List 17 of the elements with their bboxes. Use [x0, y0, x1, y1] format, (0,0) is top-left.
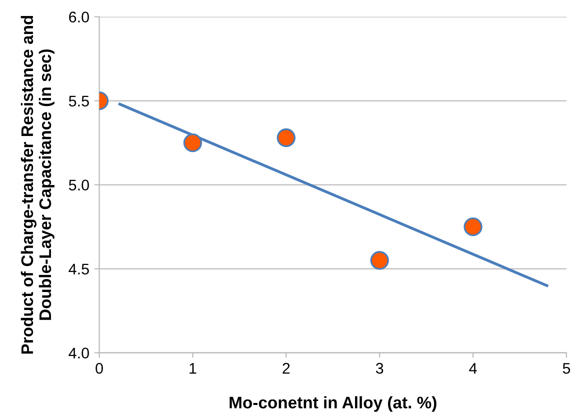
y-axis-title: Product of Charge-transfer Resistance and Double-Layer Capacitance (in sec) [20, 16, 54, 354]
x-tick-label: 2 [282, 362, 290, 374]
point [370, 251, 389, 270]
x-tick-label: 1 [190, 363, 196, 374]
y-tick-label: 5.0 [68, 180, 89, 190]
point [276, 128, 296, 148]
x-tick-label: 0 [96, 362, 103, 374]
x-axis-title: Mo-conetnt in Alloy (at. %) [230, 396, 436, 412]
y-tick-label: 5.5 [68, 96, 89, 106]
x-tick-label: 3 [376, 362, 384, 374]
x-tick-label: 5 [562, 363, 570, 374]
y-tick-label: 4.0 [68, 348, 89, 358]
y-tick-label: 6.0 [69, 12, 89, 22]
x-tick-label: 4 [469, 363, 477, 374]
point [464, 217, 482, 236]
y-tick-label: 4.5 [68, 264, 89, 274]
point [183, 133, 202, 152]
